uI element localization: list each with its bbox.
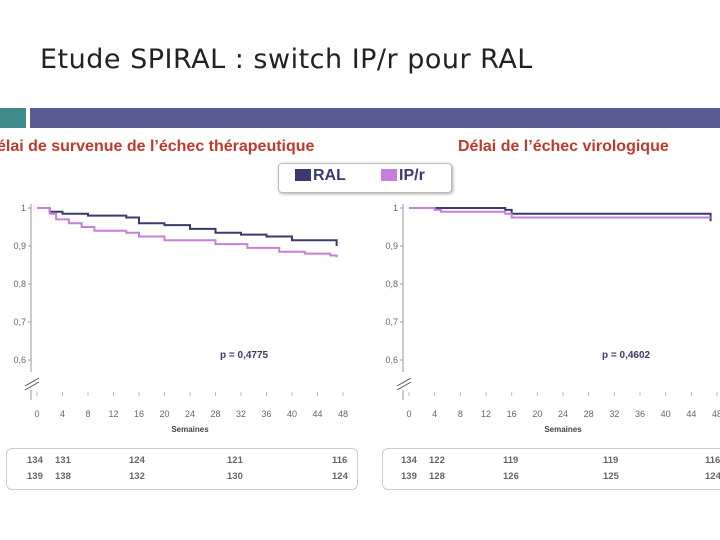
at-risk-count-ipr: 125 <box>603 471 619 482</box>
at-risk-count-ipr: 139 <box>27 471 43 482</box>
x-tick-label: 20 <box>159 409 169 419</box>
right-at-risk-table: 134 122 119 119 116 139 128 126 125 124 <box>382 448 720 490</box>
x-tick-label: 48 <box>712 409 720 419</box>
x-tick-label: 4 <box>60 409 65 419</box>
header-bar <box>30 108 720 128</box>
right-chart-title: Délai de l’échec virologique <box>458 138 669 155</box>
at-risk-count-ral: 119 <box>503 455 519 466</box>
y-tick-label: 0,7 <box>13 317 26 327</box>
legend-item-ral: RAL <box>295 167 346 185</box>
axis-break-mark <box>24 377 40 387</box>
x-tick-label: 40 <box>287 409 297 419</box>
x-tick-label: 32 <box>609 409 619 419</box>
at-risk-count-ipr: 130 <box>227 471 243 482</box>
x-axis-label: Semaines <box>171 425 209 434</box>
axis-break-mark <box>396 381 412 391</box>
at-risk-count-ipr: 138 <box>55 471 71 482</box>
at-risk-count-ral: 121 <box>227 455 243 466</box>
at-risk-count-ipr: 124 <box>705 471 720 482</box>
x-tick-label: 24 <box>185 409 195 419</box>
x-tick-label: 48 <box>338 409 348 419</box>
left-at-risk-table: 134 131 124 121 116 139 138 132 130 124 <box>6 448 358 490</box>
x-tick-label: 12 <box>481 409 491 419</box>
x-tick-label: 8 <box>85 409 90 419</box>
axis-break-mark <box>24 381 40 391</box>
legend: RAL IP/r <box>278 163 452 193</box>
y-tick-label: 0,7 <box>385 317 398 327</box>
at-risk-count-ipr: 126 <box>503 471 519 482</box>
legend-item-ipr: IP/r <box>381 167 425 185</box>
x-tick-label: 8 <box>458 409 463 419</box>
p-value-label: p = 0,4602 <box>602 350 651 361</box>
x-tick-label: 32 <box>236 409 246 419</box>
at-risk-count-ral: 122 <box>429 455 445 466</box>
series-line-ral <box>409 207 712 222</box>
y-tick-label: 0,9 <box>385 241 398 251</box>
at-risk-count-ipr: 132 <box>129 471 145 482</box>
at-risk-count-ral: 119 <box>603 455 619 466</box>
at-risk-count-ral: 124 <box>129 455 145 466</box>
x-tick-label: 0 <box>34 409 39 419</box>
x-tick-label: 44 <box>686 409 696 419</box>
y-tick-label: 1 <box>393 203 398 213</box>
at-risk-count-ipr: 128 <box>429 471 445 482</box>
x-tick-label: 28 <box>584 409 594 419</box>
legend-label-ral: RAL <box>313 167 346 184</box>
x-tick-label: 36 <box>635 409 645 419</box>
x-tick-label: 20 <box>532 409 542 419</box>
y-tick-label: 1 <box>21 203 26 213</box>
at-risk-count-ral: 134 <box>27 455 43 466</box>
x-tick-label: 24 <box>558 409 568 419</box>
p-value-label: p = 0,4775 <box>220 350 269 361</box>
right-chart: 10,90,80,70,60 4 8 12 16 20 24 28 32 36 40 44 48Sema… <box>385 203 720 434</box>
legend-swatch-ral <box>295 169 311 181</box>
y-tick-label: 0,8 <box>13 279 26 289</box>
x-tick-label: 12 <box>108 409 118 419</box>
x-tick-label: 16 <box>507 409 517 419</box>
at-risk-count-ipr: 139 <box>401 471 417 482</box>
y-tick-label: 0,6 <box>13 355 26 365</box>
y-tick-label: 0,6 <box>385 355 398 365</box>
x-tick-label: 40 <box>661 409 671 419</box>
x-tick-label: 36 <box>261 409 271 419</box>
x-tick-label: 44 <box>312 409 322 419</box>
axis-break-mark <box>396 377 412 387</box>
slide-title: Etude SPIRAL : switch IP/r pour RAL <box>40 44 533 75</box>
series-line-ral <box>37 207 338 246</box>
at-risk-count-ral: 134 <box>401 455 417 466</box>
y-tick-label: 0,8 <box>385 279 398 289</box>
left-chart: 10,90,80,70,60 4 8 12 16 20 24 28 32 36 40 44 48Sema… <box>13 203 348 434</box>
x-tick-label: 4 <box>432 409 437 419</box>
series-line-ipr <box>409 207 711 219</box>
series-line-ipr <box>37 207 338 258</box>
at-risk-count-ral: 116 <box>705 455 720 466</box>
x-tick-label: 28 <box>210 409 220 419</box>
at-risk-count-ral: 116 <box>332 455 348 466</box>
at-risk-count-ipr: 124 <box>332 471 348 482</box>
x-axis-label: Semaines <box>544 425 582 434</box>
at-risk-count-ral: 131 <box>55 455 71 466</box>
legend-swatch-ipr <box>381 169 397 181</box>
header-bar-accent <box>0 108 26 128</box>
y-tick-label: 0,9 <box>13 241 26 251</box>
x-tick-label: 16 <box>134 409 144 419</box>
x-tick-label: 0 <box>406 409 411 419</box>
left-chart-title: élai de survenue de l’échec thérapeutiqu… <box>0 138 315 155</box>
legend-label-ipr: IP/r <box>399 167 425 184</box>
